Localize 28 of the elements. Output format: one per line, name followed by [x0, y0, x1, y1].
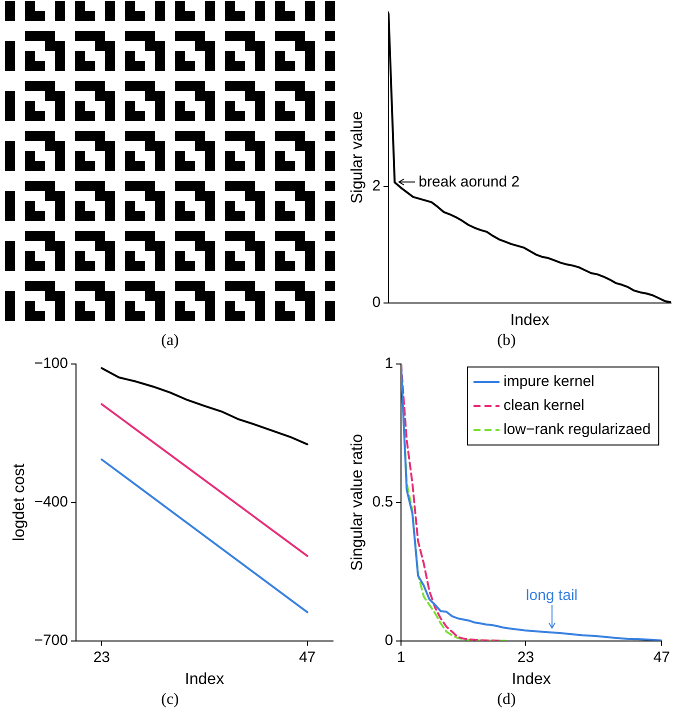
- legend-label: impure kernel: [503, 373, 594, 390]
- text: (c): [160, 690, 180, 710]
- text: (b): [496, 331, 517, 351]
- y-tick-label: 1: [384, 355, 394, 372]
- y-tick-label: −400: [34, 494, 68, 511]
- x-tick-label: 1: [396, 648, 406, 666]
- y-tick-label: 0.5: [372, 494, 394, 511]
- y-tick-label: −700: [34, 632, 68, 649]
- legend-label: clean kernel: [503, 397, 584, 414]
- y-tick-label: 0: [372, 294, 381, 311]
- y-tick-label: 0: [384, 632, 394, 649]
- legend-label: low−rank regularizaed: [503, 421, 651, 438]
- text: (d): [496, 690, 517, 710]
- text: (a): [160, 331, 180, 351]
- x-axis-title: Index: [510, 312, 550, 329]
- x-axis-title: Index: [512, 670, 551, 688]
- x-axis-title: Index: [184, 670, 224, 688]
- x-tick-label: 47: [298, 648, 316, 666]
- annotation: long tail: [526, 587, 578, 604]
- y-axis-title: logdet cost: [11, 463, 28, 542]
- y-tick-label: −100: [34, 355, 68, 372]
- annotation: break aorund 2: [418, 174, 520, 191]
- y-axis-title: Singular value ratio: [349, 434, 366, 571]
- x-tick-label: 47: [653, 648, 670, 666]
- x-tick-label: 23: [517, 648, 534, 666]
- x-tick-label: 23: [93, 648, 110, 666]
- y-tick-label: 2: [372, 178, 381, 195]
- y-axis-title: Sigular value: [349, 111, 366, 204]
